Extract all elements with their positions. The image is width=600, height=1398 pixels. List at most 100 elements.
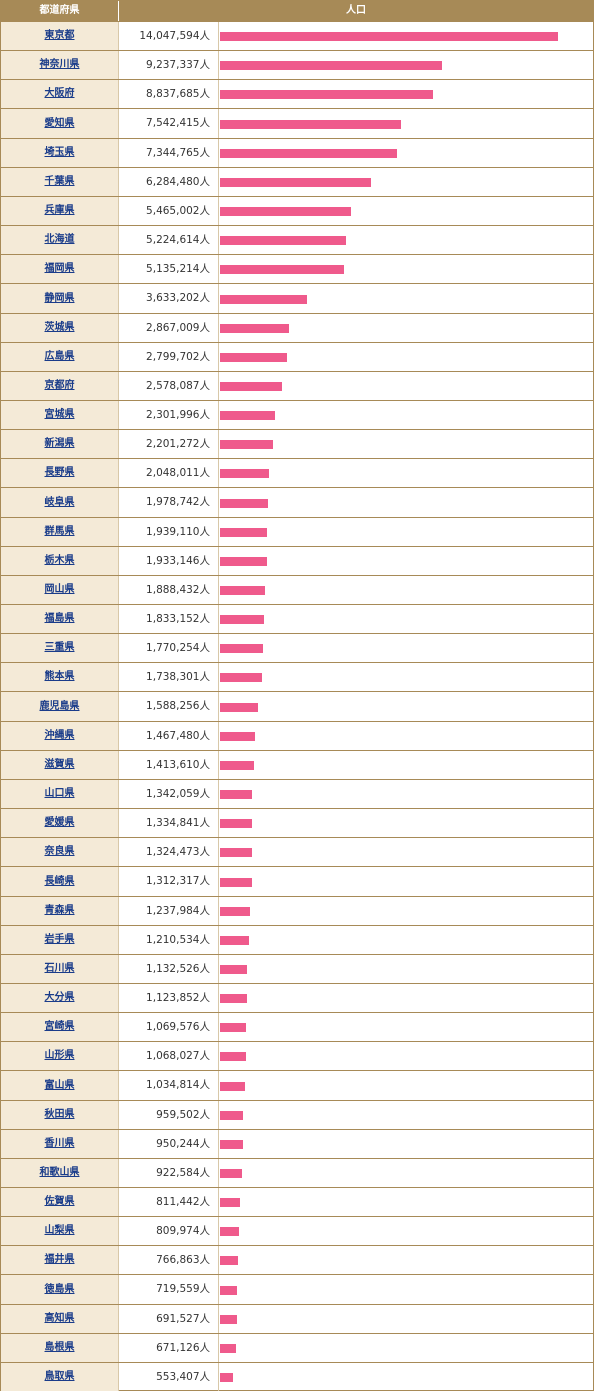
prefecture-link[interactable]: 愛知県: [44, 118, 75, 129]
prefecture-cell: 茨城県: [1, 314, 119, 342]
prefecture-cell: 石川県: [1, 955, 119, 983]
population-value: 7,344,765人: [119, 139, 219, 167]
bar-cell: [219, 80, 593, 108]
prefecture-link[interactable]: 大分県: [44, 992, 75, 1003]
prefecture-link[interactable]: 三重県: [44, 642, 75, 653]
population-value: 691,527人: [119, 1305, 219, 1333]
prefecture-link[interactable]: 青森県: [44, 905, 75, 916]
prefecture-link[interactable]: 新潟県: [44, 438, 75, 449]
table-row: 長崎県 1,312,317人: [1, 866, 593, 896]
prefecture-link[interactable]: 鳥取県: [44, 1371, 75, 1382]
prefecture-link[interactable]: 愛媛県: [44, 817, 75, 828]
prefecture-link[interactable]: 佐賀県: [44, 1196, 75, 1207]
prefecture-link[interactable]: 宮城県: [44, 409, 75, 420]
prefecture-link[interactable]: 群馬県: [44, 526, 75, 537]
bar-cell: [219, 226, 593, 254]
population-value: 809,974人: [119, 1217, 219, 1245]
bar-cell: [219, 1101, 593, 1129]
prefecture-link[interactable]: 徳島県: [44, 1284, 75, 1295]
population-value: 1,933,146人: [119, 547, 219, 575]
prefecture-link[interactable]: 京都府: [44, 380, 75, 391]
prefecture-link[interactable]: 福岡県: [44, 263, 75, 274]
prefecture-link[interactable]: 岩手県: [44, 934, 75, 945]
table-row: 三重県 1,770,254人: [1, 633, 593, 662]
population-bar: [220, 382, 282, 391]
prefecture-link[interactable]: 石川県: [44, 963, 75, 974]
bar-cell: [219, 605, 593, 633]
population-bar: [220, 265, 344, 274]
population-bar: [220, 907, 250, 916]
prefecture-link[interactable]: 神奈川県: [39, 59, 80, 70]
prefecture-link[interactable]: 東京都: [44, 30, 75, 41]
table-row: 千葉県 6,284,480人: [1, 167, 593, 196]
prefecture-cell: 福島県: [1, 605, 119, 633]
prefecture-link[interactable]: 香川県: [44, 1138, 75, 1149]
prefecture-link[interactable]: 大阪府: [44, 88, 75, 99]
population-bar: [220, 557, 267, 566]
prefecture-cell: 沖縄県: [1, 722, 119, 750]
prefecture-link[interactable]: 岐阜県: [44, 497, 75, 508]
prefecture-link[interactable]: 埼玉県: [44, 147, 75, 158]
prefecture-cell: 北海道: [1, 226, 119, 254]
population-bar: [220, 1286, 237, 1295]
table-row: 福島県 1,833,152人: [1, 604, 593, 633]
bar-cell: [219, 780, 593, 808]
table-row: 山口県 1,342,059人: [1, 779, 593, 808]
bar-cell: [219, 1363, 593, 1391]
prefecture-link[interactable]: 鹿児島県: [39, 701, 80, 712]
prefecture-link[interactable]: 奈良県: [44, 846, 75, 857]
prefecture-cell: 京都府: [1, 372, 119, 400]
prefecture-cell: 神奈川県: [1, 51, 119, 79]
population-bar: [220, 61, 442, 70]
table-row: 東京都 14,047,594人: [1, 21, 593, 50]
prefecture-link[interactable]: 高知県: [44, 1313, 75, 1324]
population-value: 5,224,614人: [119, 226, 219, 254]
population-value: 1,069,576人: [119, 1013, 219, 1041]
bar-cell: [219, 1013, 593, 1041]
prefecture-link[interactable]: 長崎県: [44, 876, 75, 887]
prefecture-link[interactable]: 秋田県: [44, 1109, 75, 1120]
prefecture-link[interactable]: 広島県: [44, 351, 75, 362]
prefecture-link[interactable]: 茨城県: [44, 322, 75, 333]
prefecture-link[interactable]: 熊本県: [44, 671, 75, 682]
prefecture-link[interactable]: 滋賀県: [44, 759, 75, 770]
prefecture-link[interactable]: 千葉県: [44, 176, 75, 187]
population-value: 5,465,002人: [119, 197, 219, 225]
bar-cell: [219, 1217, 593, 1245]
prefecture-link[interactable]: 岡山県: [44, 584, 75, 595]
prefecture-link[interactable]: 北海道: [44, 234, 75, 245]
population-value: 1,312,317人: [119, 867, 219, 896]
population-value: 6,284,480人: [119, 168, 219, 196]
prefecture-link[interactable]: 長野県: [44, 467, 75, 478]
prefecture-link[interactable]: 島根県: [44, 1342, 75, 1353]
prefecture-link[interactable]: 沖縄県: [44, 730, 75, 741]
prefecture-cell: 島根県: [1, 1334, 119, 1362]
prefecture-link[interactable]: 静岡県: [44, 293, 75, 304]
table-row: 茨城県 2,867,009人: [1, 313, 593, 342]
prefecture-link[interactable]: 福井県: [44, 1254, 75, 1265]
prefecture-link[interactable]: 兵庫県: [44, 205, 75, 216]
population-bar: [220, 761, 254, 770]
prefecture-cell: 長崎県: [1, 867, 119, 896]
bar-cell: [219, 838, 593, 866]
prefecture-link[interactable]: 宮崎県: [44, 1021, 75, 1032]
prefecture-link[interactable]: 山口県: [44, 788, 75, 799]
prefecture-link[interactable]: 和歌山県: [39, 1167, 80, 1178]
table-row: 富山県 1,034,814人: [1, 1070, 593, 1100]
table-row: 島根県 671,126人: [1, 1333, 593, 1362]
population-bar: [220, 32, 558, 41]
prefecture-link[interactable]: 栃木県: [44, 555, 75, 566]
prefecture-cell: 奈良県: [1, 838, 119, 866]
population-bar: [220, 1169, 242, 1178]
prefecture-link[interactable]: 山梨県: [44, 1225, 75, 1236]
table-row: 鹿児島県 1,588,256人: [1, 691, 593, 721]
population-bar: [220, 1052, 246, 1061]
bar-cell: [219, 926, 593, 954]
population-value: 2,867,009人: [119, 314, 219, 342]
prefecture-link[interactable]: 山形県: [44, 1050, 75, 1061]
prefecture-link[interactable]: 福島県: [44, 613, 75, 624]
population-value: 1,738,301人: [119, 663, 219, 691]
bar-cell: [219, 343, 593, 371]
population-value: 959,502人: [119, 1101, 219, 1129]
prefecture-link[interactable]: 富山県: [44, 1080, 75, 1091]
